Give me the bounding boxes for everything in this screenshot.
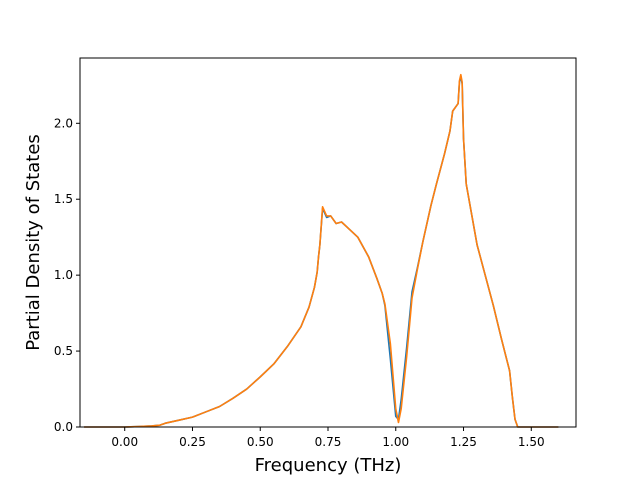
y-tick-label: 0.0 xyxy=(54,420,73,434)
series-line-2 xyxy=(84,73,559,428)
x-tick-label: 1.00 xyxy=(382,435,409,449)
x-tick-label: 0.25 xyxy=(179,435,206,449)
y-tick-label: 1.5 xyxy=(54,192,73,206)
y-tick-label: 1.0 xyxy=(54,268,73,282)
y-tick-label: 0.5 xyxy=(54,344,73,358)
x-tick-label: 1.25 xyxy=(450,435,477,449)
x-tick-label: 0.00 xyxy=(111,435,138,449)
y-axis-ticks: 0.0 0.5 1.0 1.5 2.0 xyxy=(54,116,80,434)
y-axis-label: Partial Density of States xyxy=(23,134,44,351)
x-tick-label: 1.50 xyxy=(518,435,545,449)
x-tick-label: 0.75 xyxy=(315,435,342,449)
x-tick-label: 0.50 xyxy=(247,435,274,449)
x-axis-ticks: 0.00 0.25 0.50 0.75 1.00 1.25 1.50 xyxy=(111,427,545,449)
x-axis-label: Frequency (THz) xyxy=(255,455,402,476)
y-tick-label: 2.0 xyxy=(54,116,73,130)
series-layer xyxy=(84,73,559,428)
